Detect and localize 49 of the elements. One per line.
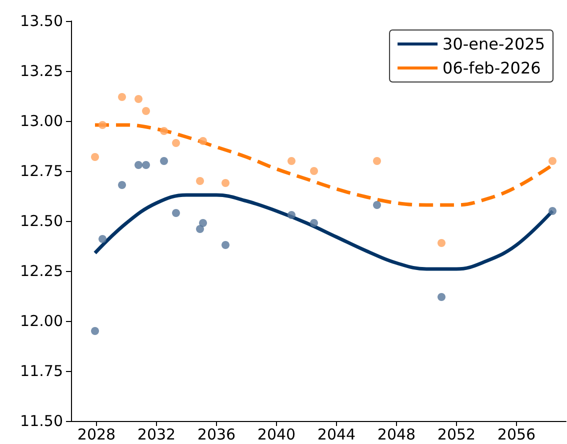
- point: [548, 207, 556, 215]
- point: [160, 157, 168, 165]
- y-tick-label: 12.00: [20, 312, 63, 330]
- y-tick-label: 13.00: [20, 112, 63, 130]
- point: [199, 137, 207, 145]
- point: [548, 157, 556, 165]
- point: [438, 239, 446, 247]
- point: [142, 161, 150, 169]
- point: [222, 179, 230, 187]
- y-tick-label: 13.50: [20, 12, 63, 30]
- y-tick-label: 12.50: [20, 212, 63, 230]
- point: [310, 219, 318, 227]
- legend-label: 06-feb-2026: [442, 58, 541, 78]
- point: [118, 181, 126, 189]
- x-tick-label: 2036: [197, 426, 236, 444]
- point: [142, 107, 150, 115]
- point: [373, 157, 381, 165]
- point: [91, 327, 99, 335]
- y-tick-label: 11.75: [20, 362, 63, 380]
- point: [288, 157, 296, 165]
- point: [310, 167, 318, 175]
- point: [438, 293, 446, 301]
- x-tick-label: 2032: [137, 426, 176, 444]
- point: [222, 241, 230, 249]
- x-tick-label: 2052: [437, 426, 476, 444]
- point: [118, 93, 126, 101]
- y-tick-label: 12.25: [20, 262, 63, 280]
- point: [288, 211, 296, 219]
- point: [373, 201, 381, 209]
- x-tick-label: 2040: [257, 426, 296, 444]
- y-tick-label: 11.50: [20, 412, 63, 430]
- y-tick-label: 12.75: [20, 162, 63, 180]
- point: [196, 177, 204, 185]
- legend-label: 30-ene-2025: [442, 34, 545, 54]
- y-tick-label: 13.25: [20, 62, 63, 80]
- point: [134, 95, 142, 103]
- x-tick-label: 2048: [377, 426, 416, 444]
- point: [172, 139, 180, 147]
- point: [91, 153, 99, 161]
- point: [196, 225, 204, 233]
- x-tick-label: 2044: [317, 426, 356, 444]
- point: [134, 161, 142, 169]
- point: [98, 235, 106, 243]
- point: [160, 127, 168, 135]
- point: [199, 219, 207, 227]
- point: [172, 209, 180, 217]
- x-tick-label: 2056: [497, 426, 536, 444]
- point: [98, 121, 106, 129]
- x-tick-label: 2028: [77, 426, 116, 444]
